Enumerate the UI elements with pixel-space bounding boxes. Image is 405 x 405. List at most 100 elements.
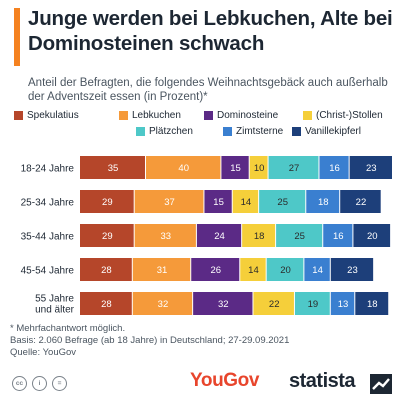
chart-title: Junge werden bei Lebkuchen, Alte bei Dom… [28, 7, 393, 55]
bar-segment [249, 156, 268, 179]
bar-segment [276, 224, 323, 247]
bar-segment [80, 190, 134, 213]
legend-swatch [204, 111, 213, 120]
data-label: 18 [254, 231, 265, 242]
bar-segment [349, 156, 392, 179]
data-label: 18 [318, 197, 329, 208]
bar-segment [80, 258, 132, 281]
data-label: 37 [164, 197, 175, 208]
bar-segment [80, 292, 132, 315]
by-icon[interactable]: i [32, 376, 47, 391]
data-label: 23 [347, 265, 358, 276]
bar-segment [232, 190, 259, 213]
data-label: 33 [161, 231, 172, 242]
data-label: 28 [101, 265, 112, 276]
bar-segment [319, 156, 349, 179]
by-icon-glyph: i [38, 380, 41, 387]
footer: cc i = YouGov statista [0, 362, 405, 405]
data-label: 25 [294, 231, 305, 242]
bar-segment [80, 224, 134, 247]
cc-icon-glyph: cc [15, 380, 24, 387]
category-label: 35-44 Jahre [21, 232, 75, 243]
legend-item-3: Dominosteine [204, 110, 278, 121]
accent-bar [14, 8, 20, 66]
legend-swatch [303, 111, 312, 120]
data-label: 10 [254, 163, 265, 174]
data-label: 40 [178, 163, 189, 174]
legend-item-1: Spekulatius [14, 110, 79, 121]
legend-label: Spekulatius [27, 110, 79, 121]
legend-item-5: Plätzchen [136, 126, 193, 137]
data-label: 14 [241, 197, 252, 208]
bar-segment [134, 224, 196, 247]
bar-segment [134, 190, 204, 213]
legend-item-7: Vanillekipferl [292, 126, 361, 137]
legend-swatch [292, 127, 301, 136]
footnote-basis: Basis: 2.060 Befrage (ab 18 Jahre) in De… [10, 335, 290, 346]
bar-segment [132, 292, 193, 315]
legend-label: Vanillekipferl [305, 126, 361, 137]
bar-segment [132, 258, 191, 281]
nd-icon[interactable]: = [52, 376, 67, 391]
data-label: 15 [213, 197, 224, 208]
footnote-source: Quelle: YouGov [10, 347, 77, 358]
data-label: 28 [101, 299, 112, 310]
bar-segment [145, 156, 221, 179]
legend-item-6: Zimtsterne [223, 126, 283, 137]
bar-segment [294, 292, 330, 315]
bar-segment [268, 156, 319, 179]
bar-segment [80, 156, 145, 179]
footnote-multiple-answers: * Mehrfachantwort möglich. [10, 323, 126, 334]
data-label: 31 [157, 265, 168, 276]
legend-label: Zimtsterne [236, 126, 284, 137]
data-label: 26 [210, 265, 221, 276]
legend-label: Dominosteine [217, 110, 279, 121]
data-label: 23 [366, 163, 377, 174]
bar-segment [304, 258, 330, 281]
category-label: 25-34 Jahre [21, 198, 75, 209]
category-label: 55 Jahre [35, 294, 74, 305]
bar-segment [253, 292, 294, 315]
statista-logo-icon [370, 374, 392, 394]
data-label: 25 [277, 197, 288, 208]
data-label: 20 [280, 265, 291, 276]
bar-segment [259, 190, 306, 213]
legend-swatch [223, 127, 232, 136]
data-label: 16 [333, 231, 344, 242]
bar-segment [196, 224, 242, 247]
yougov-logo[interactable]: YouGov [190, 370, 260, 391]
category-label: und älter [35, 305, 75, 316]
data-label: 29 [102, 231, 113, 242]
stacked-bar-chart: 18-24 Jahre 35 40 15 10 27 16 23 25-34 Jahre 29 37… [21, 156, 392, 316]
data-label: 27 [289, 163, 300, 174]
nd-icon-glyph: = [57, 380, 62, 387]
legend-item-2: Lebkuchen [119, 110, 181, 121]
category-label: 18-24 Jahre [21, 164, 75, 175]
legend-label: (Christ-)Stollen [316, 110, 383, 121]
bar-segment [323, 224, 353, 247]
legend-label: Lebkuchen [132, 110, 181, 121]
chart-subtitle: Anteil der Befragten, die folgendes Weih… [28, 77, 388, 103]
bar-segment [306, 190, 340, 213]
bar-segment [242, 224, 276, 247]
bar-segment [355, 292, 389, 315]
bar-segment [330, 258, 374, 281]
statista-logo[interactable]: statista [289, 370, 356, 392]
bar-segment [221, 156, 249, 179]
legend-swatch [14, 111, 23, 120]
data-label: 15 [230, 163, 241, 174]
legend-label: Plätzchen [149, 126, 193, 137]
chart-legend: Spekulatius Lebkuchen Dominosteine (Christ-… [14, 110, 399, 140]
bar-segment [191, 258, 240, 281]
legend-item-4: (Christ-)Stollen [303, 110, 383, 121]
bar-segment [353, 224, 391, 247]
cc-icon[interactable]: cc [12, 376, 27, 391]
data-label: 14 [248, 265, 259, 276]
data-label: 22 [269, 299, 280, 310]
data-label: 18 [367, 299, 378, 310]
data-label: 22 [356, 197, 367, 208]
bar-segment [330, 292, 355, 315]
data-label: 16 [329, 163, 340, 174]
data-label: 32 [218, 299, 229, 310]
data-label: 32 [158, 299, 169, 310]
